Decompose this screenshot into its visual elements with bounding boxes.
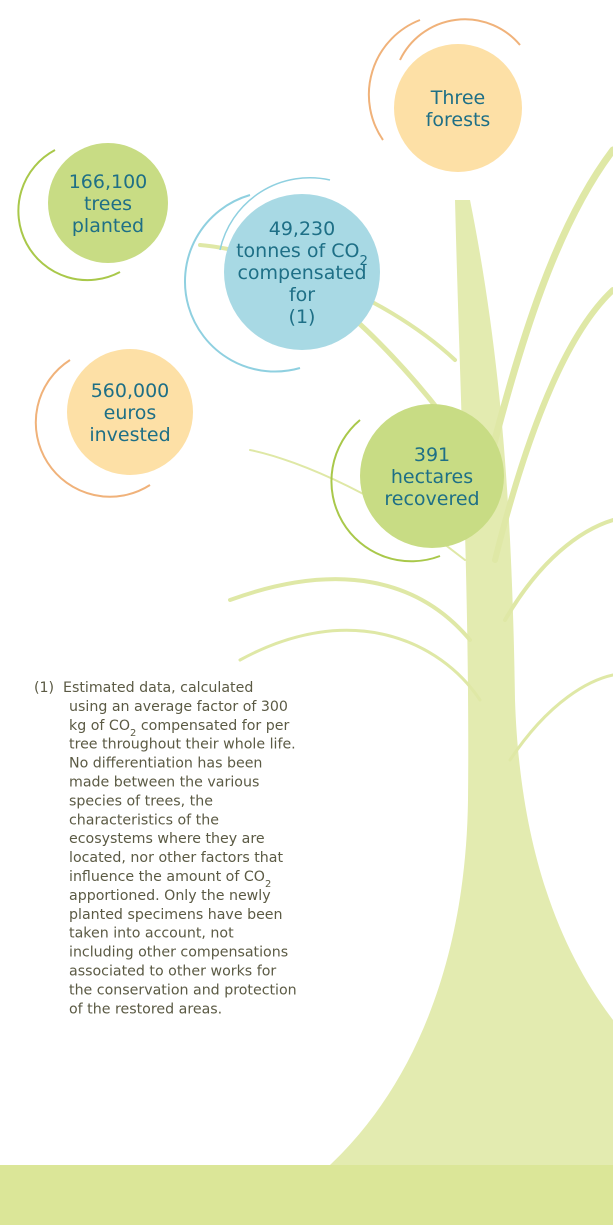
footnote-line: of the restored areas. [69,1001,222,1017]
circle-label: compensated [237,262,366,284]
text-run: tonnes of CO [236,240,359,262]
circle-label: invested [89,424,170,446]
circle-label: 391 [414,444,450,466]
circle-label: trees [84,193,132,215]
circle-label: Three [430,87,485,109]
circle-label: planted [72,215,144,237]
footnote-line: characteristics of the [69,812,219,828]
footnote-marker: (1) [34,680,54,696]
circle-label: (1) [289,306,316,328]
footnote-line: the conservation and protection [69,982,297,998]
footnote-line: kg of CO2 compensated for per [69,718,290,739]
footnote-line: Estimated data, calculated [63,680,253,696]
circle-label: euros [104,402,157,424]
footnote-line: made between the various [69,775,259,791]
footnote-line: apportioned. Only the newly [69,888,271,904]
footnote-line: influence the amount of CO2 [69,869,271,890]
footnote-line: tree throughout their whole life. [69,737,296,753]
circle-label: recovered [384,488,479,510]
text-run: kg of CO [69,718,130,734]
footnote-line: associated to other works for [69,964,276,980]
circle-label: forests [426,109,491,131]
footnote-line: including other compensations [69,945,288,961]
footnote-line: using an average factor of 300 [69,699,288,715]
circle-label: 166,100 [69,171,148,193]
footnote-line: planted specimens have been [69,907,283,923]
text-run: compensated for per [136,718,289,734]
circle-label: 560,000 [91,380,170,402]
footnote-line: No differentiation has been [69,756,262,772]
footnote-line: located, nor other factors that [69,850,283,866]
circle-label: hectares [391,466,473,488]
footnote-line: species of trees, the [69,793,213,809]
circle-label: 49,230 [269,218,335,240]
ground [0,1165,613,1225]
page: Threeforests 166,100treesplanted 49,230ton… [0,0,613,1225]
circle-label: for [289,284,315,306]
footnote-line: ecosystems where they are [69,831,265,847]
text-run: influence the amount of CO [69,869,265,885]
footnote-line: taken into account, not [69,926,234,942]
tree-art: Threeforests 166,100treesplanted 49,230ton… [0,0,613,1225]
